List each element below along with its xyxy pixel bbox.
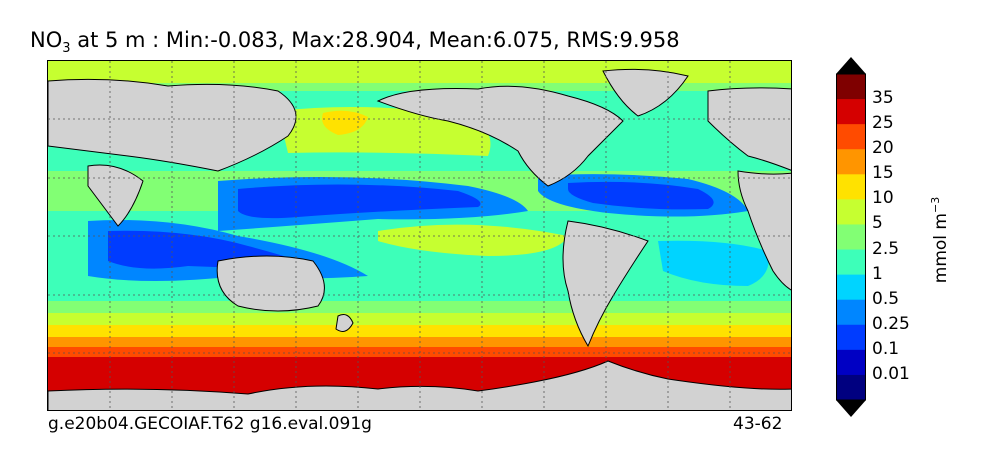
colorbar-bin — [836, 74, 866, 100]
colorbar-bin — [836, 99, 866, 125]
year-range: 43-62 — [733, 414, 783, 434]
colorbar-bin — [836, 199, 866, 225]
colorbar-tick-label: 0.5 — [872, 288, 900, 309]
colorbar — [836, 57, 866, 417]
colorbar-bin — [836, 149, 866, 175]
colorbar-bin — [836, 299, 866, 326]
colorbar-tick-label: 0.25 — [872, 313, 910, 334]
colorbar-tick-label: 15 — [872, 163, 894, 184]
colorbar-tick-label: 20 — [872, 138, 894, 159]
colorbar-tick-label: 25 — [872, 113, 894, 134]
colorbar-bin — [836, 249, 866, 276]
colorbar-tick-label: 5 — [872, 213, 883, 234]
colorbar-bin — [836, 274, 866, 301]
colorbar-bin — [836, 374, 866, 401]
colorbar-tick-label: 2.5 — [872, 238, 900, 259]
colorbar-extend-max — [836, 57, 866, 74]
case-name: g.e20b04.GECOIAF.T62 g16.eval.091g — [48, 414, 372, 434]
colorbar-tick-label: 0.01 — [872, 363, 910, 384]
global-nitrate-map — [47, 60, 792, 411]
colorbar-units: mmol m−3 — [929, 196, 951, 284]
colorbar-tick-label: 1 — [872, 263, 883, 284]
colorbar-extend-min — [836, 400, 866, 417]
colorbar-bin — [836, 349, 866, 376]
colorbar-bin — [836, 324, 866, 351]
colorbar-bin — [836, 174, 866, 200]
colorbar-tick-label: 10 — [872, 188, 894, 209]
colorbar-tick-label: 0.1 — [872, 338, 900, 359]
map-title: NO3 at 5 m : Min:-0.083, Max:28.904, Mea… — [30, 28, 680, 57]
colorbar-tick-label: 35 — [872, 88, 894, 109]
colorbar-bin — [836, 124, 866, 150]
colorbar-bin — [836, 224, 866, 251]
